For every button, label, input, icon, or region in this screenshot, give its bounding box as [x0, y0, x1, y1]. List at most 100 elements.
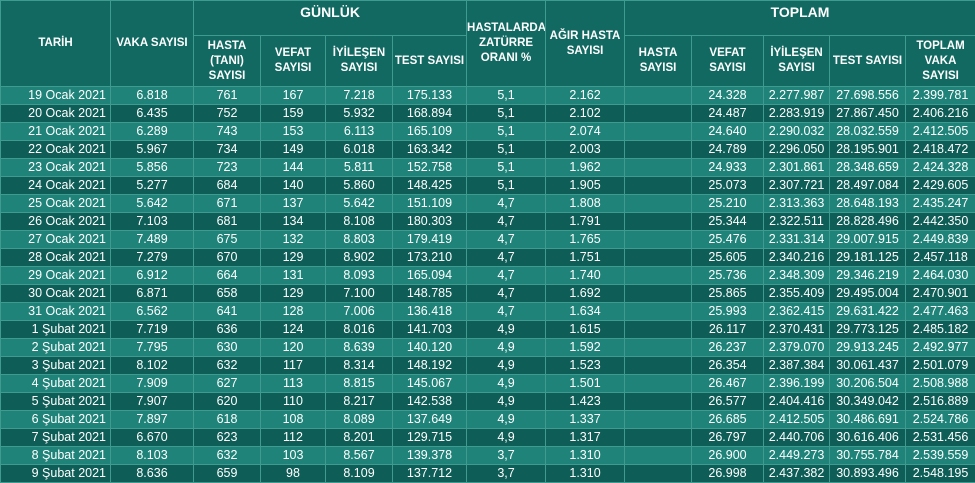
zature-cell: 4,9 [466, 374, 547, 393]
toplam-hasta-cell [624, 284, 693, 303]
toplam-iyilesen-cell: 2.440.706 [763, 428, 831, 447]
toplam-iyilesen-cell: 2.355.409 [763, 284, 831, 303]
col-header-test: TEST SAYISI [391, 35, 468, 87]
table-row: 19 Ocak 2021 6.818 761 167 7.218 175.133 5,1 2.… [0, 86, 975, 105]
toplam-iyilesen-cell: 2.307.721 [763, 176, 831, 195]
vefat-cell: 98 [260, 464, 326, 483]
zature-cell: 4,9 [466, 428, 547, 447]
toplam-vefat-cell: 25.344 [691, 212, 765, 231]
zature-cell: 4,7 [466, 302, 547, 321]
toplam-iyilesen-cell: 2.301.861 [763, 158, 831, 177]
test-cell: 180.303 [391, 212, 468, 231]
table-row: 30 Ocak 2021 6.871 658 129 7.100 148.785 4,7 1.… [0, 284, 975, 303]
toplam-test-cell: 28.828.496 [829, 212, 907, 231]
date-cell: 3 Şubat 2021 [0, 356, 111, 375]
toplam-iyilesen-cell: 2.449.273 [763, 446, 831, 465]
toplam-hasta-cell [624, 140, 693, 159]
toplam-hasta-cell [624, 320, 693, 339]
toplam-vaka-cell: 2.470.901 [905, 284, 975, 303]
vaka-cell: 6.871 [110, 284, 194, 303]
date-cell: 26 Ocak 2021 [0, 212, 111, 231]
vaka-cell: 8.103 [110, 446, 194, 465]
table-row: 27 Ocak 2021 7.489 675 132 8.803 179.419 4,7 1.… [0, 230, 975, 249]
col-header-toplam-test: TEST SAYISI [829, 35, 907, 87]
col-header-toplam-vaka: TOPLAM VAKA SAYISI [905, 35, 975, 87]
toplam-vaka-cell: 2.539.559 [905, 446, 975, 465]
toplam-iyilesen-cell: 2.396.199 [763, 374, 831, 393]
hasta-cell: 632 [193, 356, 261, 375]
col-header-zature: HASTALARDA ZATÜRRE ORANI % [466, 0, 547, 87]
header-sub-row: HASTA (TANI) SAYISI VEFAT SAYISI İYİLEŞE… [1, 35, 975, 87]
toplam-hasta-cell [624, 86, 693, 105]
agir-cell: 1.791 [545, 212, 626, 231]
toplam-test-cell: 28.195.901 [829, 140, 907, 159]
vefat-cell: 159 [260, 104, 326, 123]
toplam-test-cell: 29.631.422 [829, 302, 907, 321]
agir-cell: 1.808 [545, 194, 626, 213]
toplam-iyilesen-cell: 2.387.384 [763, 356, 831, 375]
toplam-vaka-cell: 2.429.605 [905, 176, 975, 195]
zature-cell: 4,9 [466, 356, 547, 375]
toplam-vefat-cell: 26.354 [691, 356, 765, 375]
vefat-cell: 113 [260, 374, 326, 393]
agir-cell: 1.423 [545, 392, 626, 411]
table-row: 7 Şubat 2021 6.670 623 112 8.201 129.715 4,9 1.… [0, 428, 975, 447]
vaka-cell: 5.277 [110, 176, 194, 195]
zature-cell: 4,7 [466, 212, 547, 231]
date-cell: 5 Şubat 2021 [0, 392, 111, 411]
toplam-vaka-cell: 2.449.839 [905, 230, 975, 249]
hasta-cell: 627 [193, 374, 261, 393]
toplam-hasta-cell [624, 248, 693, 267]
toplam-iyilesen-cell: 2.331.314 [763, 230, 831, 249]
vefat-cell: 108 [260, 410, 326, 429]
iyilesen-cell: 7.100 [325, 284, 393, 303]
hasta-cell: 752 [193, 104, 261, 123]
iyilesen-cell: 5.811 [325, 158, 393, 177]
vaka-cell: 5.642 [110, 194, 194, 213]
iyilesen-cell: 8.109 [325, 464, 393, 483]
vefat-cell: 129 [260, 248, 326, 267]
zature-cell: 4,7 [466, 284, 547, 303]
toplam-hasta-cell [624, 464, 693, 483]
iyilesen-cell: 8.093 [325, 266, 393, 285]
toplam-vefat-cell: 26.467 [691, 374, 765, 393]
toplam-test-cell: 30.893.496 [829, 464, 907, 483]
hasta-cell: 636 [193, 320, 261, 339]
toplam-vaka-cell: 2.492.977 [905, 338, 975, 357]
toplam-iyilesen-cell: 2.277.987 [763, 86, 831, 105]
table-row: 21 Ocak 2021 6.289 743 153 6.113 165.109 5,1 2.… [0, 122, 975, 141]
table-row: 24 Ocak 2021 5.277 684 140 5.860 148.425 5,1 1.… [0, 176, 975, 195]
toplam-hasta-cell [624, 212, 693, 231]
zature-cell: 4,7 [466, 194, 547, 213]
toplam-hasta-cell [624, 410, 693, 429]
toplam-test-cell: 30.616.406 [829, 428, 907, 447]
date-cell: 1 Şubat 2021 [0, 320, 111, 339]
toplam-vaka-cell: 2.516.889 [905, 392, 975, 411]
agir-cell: 1.310 [545, 464, 626, 483]
toplam-vefat-cell: 24.328 [691, 86, 765, 105]
agir-cell: 1.310 [545, 446, 626, 465]
test-cell: 141.703 [391, 320, 468, 339]
col-header-toplam-iyilesen: İYİLEŞEN SAYISI [763, 35, 831, 87]
agir-cell: 1.905 [545, 176, 626, 195]
toplam-vefat-cell: 26.237 [691, 338, 765, 357]
toplam-vaka-cell: 2.435.247 [905, 194, 975, 213]
date-cell: 27 Ocak 2021 [0, 230, 111, 249]
date-cell: 7 Şubat 2021 [0, 428, 111, 447]
hasta-cell: 623 [193, 428, 261, 447]
toplam-iyilesen-cell: 2.437.382 [763, 464, 831, 483]
toplam-vaka-cell: 2.424.328 [905, 158, 975, 177]
hasta-cell: 632 [193, 446, 261, 465]
vaka-cell: 8.102 [110, 356, 194, 375]
vaka-cell: 5.967 [110, 140, 194, 159]
toplam-hasta-cell [624, 374, 693, 393]
table-row: 2 Şubat 2021 7.795 630 120 8.639 140.120 4,9 1.… [0, 338, 975, 357]
toplam-test-cell: 30.349.042 [829, 392, 907, 411]
toplam-test-cell: 27.698.556 [829, 86, 907, 105]
date-cell: 30 Ocak 2021 [0, 284, 111, 303]
toplam-test-cell: 29.913.245 [829, 338, 907, 357]
vefat-cell: 137 [260, 194, 326, 213]
test-cell: 136.418 [391, 302, 468, 321]
vaka-cell: 7.103 [110, 212, 194, 231]
table-row: 22 Ocak 2021 5.967 734 149 6.018 163.342 5,1 2.… [0, 140, 975, 159]
